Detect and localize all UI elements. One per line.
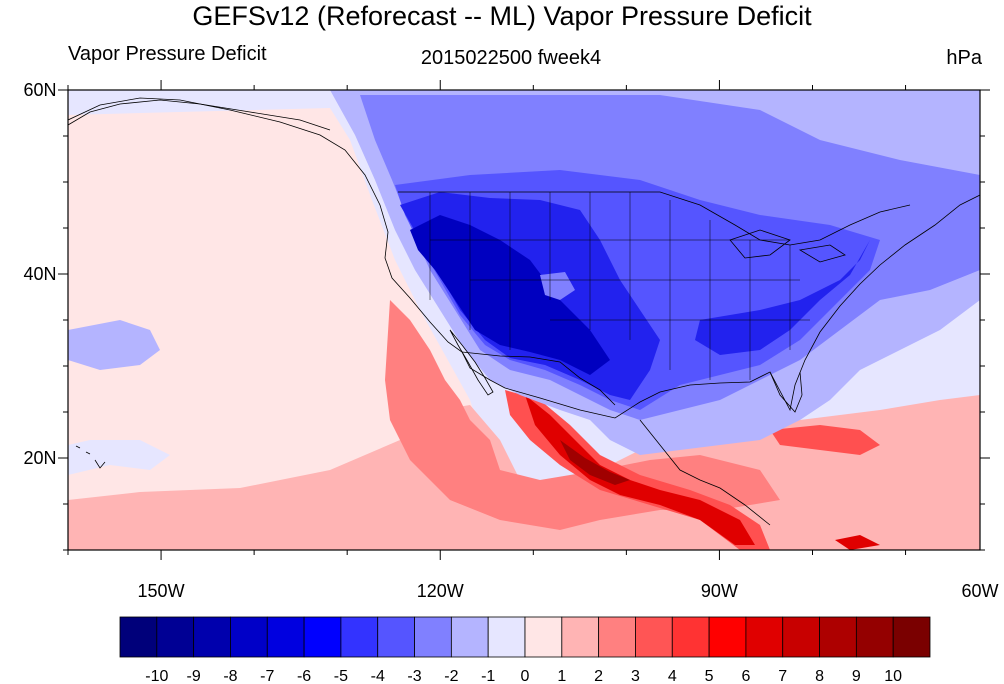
- colorbar-swatch: [524, 616, 563, 658]
- axis-ticks: [58, 80, 990, 560]
- colorbar-label: -9: [187, 668, 201, 684]
- colorbar-swatch: [819, 616, 857, 658]
- field-dark-blue-east: [695, 240, 870, 355]
- field-red-caribbean: [770, 425, 880, 455]
- alaska-coast: [68, 99, 331, 131]
- colorbar-label: 7: [778, 668, 787, 684]
- colorbar-swatch: [193, 616, 231, 658]
- colorbar-swatch: [119, 616, 158, 658]
- colorbar-swatch: [487, 616, 526, 658]
- forecast-time-label: 2015022500 fweek4: [420, 47, 602, 69]
- hawaii-islands: [75, 445, 106, 469]
- colorbar-label: 4: [668, 668, 677, 684]
- colorbar-swatch: [414, 616, 452, 658]
- field-dark-red-ridge: [525, 395, 755, 545]
- colorbar-swatch: [671, 616, 710, 658]
- great-lakes: [729, 229, 846, 263]
- field-deep-red-ridge: [560, 440, 630, 485]
- colorbar-swatch: [340, 616, 379, 658]
- lon-label-150W: 150W: [138, 581, 185, 601]
- coastline-central-america: [639, 419, 771, 526]
- lat-label-40N: 40N: [23, 264, 56, 284]
- colorbar-label: -3: [407, 668, 421, 684]
- lon-label-60W: 60W: [961, 581, 998, 601]
- lon-label-90W: 90W: [701, 581, 738, 601]
- state-lines: [429, 192, 810, 380]
- chart-title: GEFSv12 (Reforecast -- ML) Vapor Pressur…: [192, 1, 812, 31]
- geography-outlines: [68, 97, 980, 526]
- lat-label-60N: 60N: [23, 80, 56, 100]
- lon-label-120W: 120W: [417, 581, 464, 601]
- coastline-florida: [769, 371, 803, 413]
- vpd-field: [68, 90, 980, 550]
- colorbar-swatch: [855, 616, 894, 658]
- colorbar-label: 9: [852, 668, 861, 684]
- colorbar-label: 5: [705, 668, 714, 684]
- colorbar-label: -5: [334, 668, 348, 684]
- colorbar-swatch: [156, 616, 195, 658]
- colorbar-label: -2: [444, 668, 458, 684]
- colorbar-label: -8: [223, 668, 237, 684]
- colorbar-swatch: [303, 616, 342, 658]
- us-mexico-border: [461, 351, 616, 406]
- colorbar-label: 2: [594, 668, 603, 684]
- colorbar-label: 10: [884, 668, 902, 684]
- colorbar-label: 6: [741, 668, 750, 684]
- colorbar-label: 1: [557, 668, 566, 684]
- field-dark-red-caribbean: [835, 535, 880, 550]
- lat-label-20N: 20N: [23, 448, 56, 468]
- colorbar-swatch: [892, 616, 931, 658]
- colorbar-swatch: [561, 616, 600, 658]
- colorbar-label: 0: [521, 668, 530, 684]
- variable-label: Vapor Pressure Deficit: [68, 43, 267, 65]
- colorbar-swatch: [230, 616, 268, 658]
- field-light-blue-pacific: [68, 320, 160, 370]
- baja-peninsula: [449, 329, 494, 396]
- colorbar: [119, 616, 931, 658]
- colorbar-label: -6: [297, 668, 311, 684]
- colorbar-label: 8: [815, 668, 824, 684]
- coastline-west: [68, 97, 506, 389]
- latitude-labels: 60N 40N 20N: [23, 80, 56, 468]
- colorbar-swatch: [782, 616, 820, 658]
- colorbar-label: -1: [481, 668, 495, 684]
- field-pale-blue-hole: [540, 272, 575, 300]
- colorbar-swatch: [377, 616, 415, 658]
- colorbar-label: -7: [260, 668, 274, 684]
- colorbar-label: -4: [371, 668, 385, 684]
- colorbar-swatch: [745, 616, 784, 658]
- colorbar-label: 3: [631, 668, 640, 684]
- longitude-labels: 150W 120W 90W 60W: [138, 581, 999, 601]
- colorbar-swatch: [635, 616, 673, 658]
- colorbar-swatch: [450, 616, 489, 658]
- colorbar-swatch: [266, 616, 305, 658]
- units-label: hPa: [946, 47, 982, 69]
- coastline-gulf: [504, 194, 980, 419]
- colorbar-label: -10: [145, 668, 168, 684]
- us-canada-border: [398, 191, 911, 246]
- field-mid-red-mexico: [385, 300, 780, 530]
- colorbar-swatch: [708, 616, 747, 658]
- colorbar-labels: -10 -9 -8 -7 -6 -5 -4 -3 -2 -1 0 1 2 3 4 5 6 7 8 9 10: [145, 668, 902, 684]
- colorbar-swatch: [598, 616, 636, 658]
